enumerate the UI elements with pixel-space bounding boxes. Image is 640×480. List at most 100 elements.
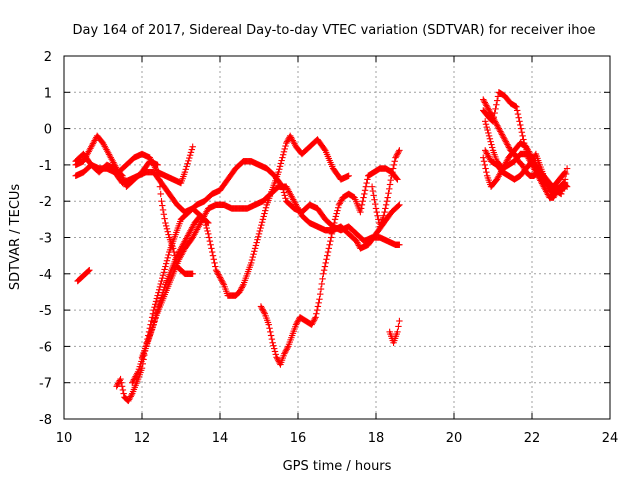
data-point-marker xyxy=(482,165,489,172)
data-point-marker xyxy=(373,208,380,216)
data-point-marker xyxy=(157,280,164,288)
data-point-marker xyxy=(182,166,189,173)
data-point-marker xyxy=(154,161,161,169)
data-point-marker xyxy=(258,219,266,226)
series-arc-d xyxy=(74,266,93,285)
data-point-marker xyxy=(315,299,322,307)
data-point-marker xyxy=(159,206,167,214)
data-point-marker xyxy=(517,121,524,129)
data-point-marker xyxy=(125,396,133,403)
data-point-marker xyxy=(277,160,285,167)
data-point-marker xyxy=(206,237,214,245)
data-point-marker xyxy=(519,132,526,140)
data-point-marker xyxy=(320,266,328,274)
data-point-marker xyxy=(386,185,393,193)
x-axis-label: GPS time / hours xyxy=(283,459,392,474)
data-point-marker xyxy=(85,267,92,275)
y-tick-label: 2 xyxy=(44,50,52,65)
data-point-marker xyxy=(266,325,273,332)
data-point-marker xyxy=(150,306,157,314)
data-point-marker xyxy=(385,190,392,197)
data-point-marker xyxy=(334,204,342,211)
data-point-marker xyxy=(390,161,398,169)
data-point-marker xyxy=(326,241,333,248)
data-point-marker xyxy=(262,207,269,214)
data-point-marker xyxy=(317,285,325,293)
data-point-marker xyxy=(250,250,257,258)
data-point-marker xyxy=(514,110,522,118)
data-point-marker xyxy=(267,328,274,336)
data-point-marker xyxy=(317,290,324,298)
data-point-marker xyxy=(384,194,391,201)
data-point-marker xyxy=(207,241,214,248)
data-point-marker xyxy=(321,263,329,270)
data-point-marker xyxy=(483,123,490,131)
data-point-marker xyxy=(396,241,403,248)
data-point-marker xyxy=(484,126,491,134)
data-point-marker xyxy=(162,219,169,227)
data-point-marker xyxy=(281,192,288,199)
data-point-marker xyxy=(248,256,256,264)
data-point-marker xyxy=(316,296,323,303)
data-point-marker xyxy=(322,259,329,267)
data-point-marker xyxy=(253,239,260,246)
data-point-marker xyxy=(152,298,160,305)
y-tick-label: 0 xyxy=(44,123,52,138)
data-point-marker xyxy=(387,176,395,184)
series-arc-e xyxy=(113,158,403,405)
data-point-marker xyxy=(516,118,523,125)
data-point-marker xyxy=(361,190,368,198)
data-point-marker xyxy=(359,198,366,205)
data-point-marker xyxy=(158,198,165,205)
data-point-marker xyxy=(203,224,210,232)
data-point-marker xyxy=(155,176,163,183)
data-point-marker xyxy=(259,216,267,223)
data-point-marker xyxy=(163,225,171,232)
data-point-marker xyxy=(319,275,326,283)
data-point-marker xyxy=(164,228,171,235)
y-tick-label: -6 xyxy=(39,340,52,355)
data-point-marker xyxy=(276,166,283,173)
y-axis-label: SDTVAR / TECUs xyxy=(8,184,23,291)
data-point-marker xyxy=(271,345,278,352)
data-point-marker xyxy=(382,201,390,209)
data-point-marker xyxy=(492,105,499,113)
data-point-marker xyxy=(155,168,162,176)
data-point-marker xyxy=(187,149,195,156)
data-point-marker xyxy=(282,142,289,150)
data-point-marker xyxy=(363,179,370,187)
x-tick-label: 10 xyxy=(56,431,73,446)
data-point-marker xyxy=(517,125,525,132)
x-tick-label: 24 xyxy=(602,431,619,446)
x-tick-label: 16 xyxy=(290,431,307,446)
data-point-marker xyxy=(360,194,367,201)
data-point-marker xyxy=(324,252,331,259)
y-tick-label: 1 xyxy=(44,86,52,101)
data-point-marker xyxy=(325,245,333,252)
x-tick-label: 14 xyxy=(212,431,229,446)
data-point-marker xyxy=(126,394,134,402)
x-tick-label: 22 xyxy=(524,431,541,446)
data-point-marker xyxy=(371,196,378,203)
data-point-marker xyxy=(118,383,126,390)
grid-lines xyxy=(64,56,610,419)
data-point-marker xyxy=(134,370,141,377)
data-point-marker xyxy=(282,195,289,202)
data-point-marker xyxy=(369,187,377,195)
x-tick-label: 20 xyxy=(446,431,463,446)
data-point-marker xyxy=(161,266,168,273)
data-point-marker xyxy=(156,183,164,190)
data-point-marker xyxy=(268,335,276,343)
data-point-marker xyxy=(212,263,219,270)
x-tick-label: 18 xyxy=(368,431,385,446)
data-point-marker xyxy=(333,210,340,217)
data-point-marker xyxy=(128,391,135,399)
data-point-marker xyxy=(84,268,91,275)
data-point-marker xyxy=(391,158,398,165)
data-point-marker xyxy=(249,253,256,261)
data-point-marker xyxy=(481,161,489,169)
data-point-marker xyxy=(515,114,522,121)
data-point-marker xyxy=(209,252,217,259)
data-point-marker xyxy=(323,256,330,263)
